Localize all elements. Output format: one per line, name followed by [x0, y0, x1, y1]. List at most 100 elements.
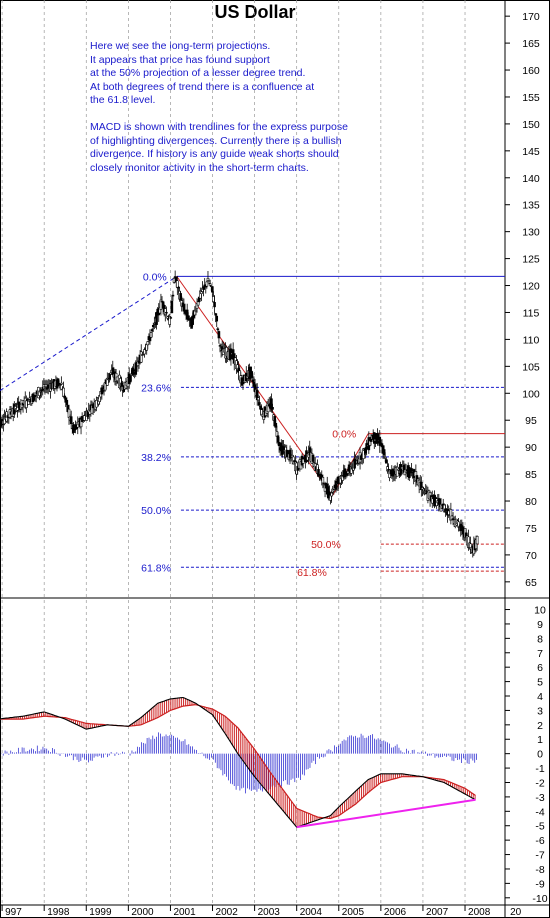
annotation-line: of highlighting divergences. Currently t… [90, 134, 342, 147]
candle-body [205, 281, 209, 287]
price-y-tick-label: 115 [523, 307, 540, 319]
fib-large-label: 0.0% [143, 271, 167, 283]
chart-title: US Dollar [214, 2, 296, 22]
candle-body [330, 492, 333, 497]
price-y-tick-label: 155 [522, 92, 540, 104]
macd-y-tick-label: -9 [535, 878, 544, 890]
price-y-tick-label: 95 [525, 415, 537, 427]
macd-signal-line [0, 704, 476, 820]
candle-body [169, 317, 173, 319]
macd-y-tick-label: 1 [537, 734, 543, 746]
annotation-line: the 61.8 level. [90, 94, 156, 107]
price-y-tick-label: 145 [522, 146, 540, 158]
annotation-line: Here we see the long-term projections. [90, 40, 271, 52]
candle-body [321, 476, 325, 484]
x-tick-label: 2007 [426, 907, 449, 918]
fib-large-label: 50.0% [141, 505, 171, 517]
price-y-tick-label: 160 [522, 65, 540, 77]
price-y-tick-label: 125 [522, 254, 540, 266]
price-y-tick-label: 85 [525, 469, 537, 481]
candle-body [382, 449, 386, 456]
candle-body [217, 331, 221, 339]
candle-body [60, 382, 63, 385]
price-y-tick-label: 165 [522, 38, 540, 50]
macd-y-tick-label: -7 [535, 850, 544, 862]
x-tick-label: 2000 [131, 907, 154, 918]
candle-body [213, 302, 216, 308]
annotation-line: closely monitor activity in the short-te… [90, 161, 309, 174]
macd-y-tick-label: -2 [535, 777, 544, 789]
macd-y-tick-label: -4 [535, 806, 544, 818]
annotation-paragraph-2: MACD is shown with trendlines for the ex… [90, 121, 348, 175]
x-tick-label: 2003 [258, 907, 281, 918]
macd-y-tick-label: -3 [535, 792, 544, 804]
price-y-tick-label: 140 [522, 173, 540, 185]
price-y-tick-label: 170 [522, 11, 540, 23]
macd-y-tick-label: 3 [537, 705, 543, 717]
price-y-tick-label: 105 [522, 361, 540, 373]
fib-small-label: 0.0% [332, 429, 356, 441]
x-tick-label: 2006 [384, 907, 407, 918]
macd-line [0, 696, 476, 828]
candle-body [27, 400, 30, 405]
fib-large-label: 23.6% [141, 382, 171, 394]
macd-y-tick-label: -10 [532, 893, 547, 905]
annotation-line: It appears that price has found support [90, 53, 270, 66]
price-y-tick-label: 75 [525, 523, 537, 535]
annotation-line: At both degrees of trend there is a conf… [90, 80, 315, 93]
annotation-line: MACD is shown with trendlines for the ex… [90, 121, 348, 133]
macd-y-tick-label: 6 [537, 662, 543, 674]
candle-body [208, 283, 212, 286]
fib-small-label: 50.0% [311, 539, 341, 551]
macd-y-tick-label: 5 [537, 677, 543, 689]
x-tick-label: 2008 [468, 907, 491, 918]
price-y-tick-label: 135 [522, 200, 540, 212]
price-y-tick-label: 150 [522, 119, 540, 131]
annotation-line: divergence. If history is any guide weak… [90, 148, 339, 161]
candle-body [171, 294, 175, 297]
macd-y-tick-label: -6 [535, 835, 544, 847]
macd-y-tick-label: 9 [537, 619, 543, 631]
candle-body [274, 422, 278, 428]
fib-small-label: 61.8% [297, 567, 327, 579]
candle-body [475, 535, 479, 545]
macd-y-tick-label: -5 [535, 821, 544, 833]
x-tick-label: 2005 [342, 907, 365, 918]
macd-y-tick-label: 4 [537, 691, 543, 703]
macd-y-tick-label: -8 [535, 864, 544, 876]
candle-body [332, 489, 336, 492]
x-tick-label: 2002 [216, 907, 239, 918]
major-uptrend-line [0, 275, 178, 392]
annotation-line: at the 50% projection of a lesser degree… [90, 67, 306, 80]
candle-body [168, 316, 171, 325]
price-y-tick-label: 100 [522, 388, 540, 400]
macd-y-tick-label: 10 [534, 605, 546, 617]
price-candles [0, 270, 479, 558]
x-tick-label: 2004 [300, 907, 323, 918]
x-tick-label: 1999 [89, 907, 112, 918]
candle-body [271, 406, 274, 410]
x-tick-label: 20 [510, 907, 522, 918]
price-y-tick-label: 80 [525, 496, 537, 508]
macd-y-tick-label: -1 [535, 763, 544, 775]
macd-y-tick-label: 2 [537, 720, 543, 732]
annotation-paragraph-1: Here we see the long-term projections. I… [90, 40, 314, 108]
x-tick-label: 1998 [47, 907, 70, 918]
candle-body [26, 399, 29, 401]
price-y-tick-label: 130 [522, 227, 540, 239]
macd-y-tick-label: 7 [537, 648, 543, 660]
x-tick-label: 2001 [173, 907, 196, 918]
candle-body [211, 286, 214, 293]
candle-body [65, 399, 69, 405]
macd-histogram [0, 697, 477, 828]
candle-body [258, 402, 261, 406]
macd-y-tick-label: 8 [537, 633, 543, 645]
candle-body [170, 300, 174, 314]
candle-body [215, 315, 219, 322]
price-y-tick-label: 70 [525, 550, 537, 562]
candle-body [139, 351, 143, 363]
price-y-tick-label: 110 [523, 334, 540, 346]
fib-large-label: 38.2% [141, 452, 171, 464]
